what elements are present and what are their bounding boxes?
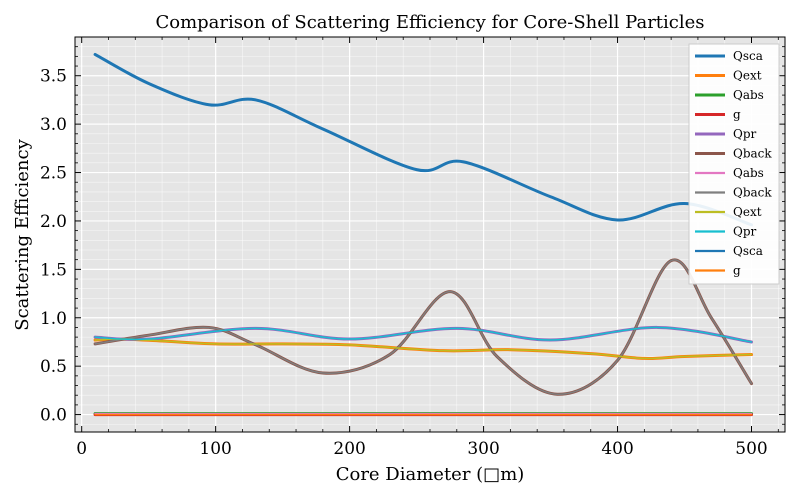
series-layer [93,52,754,417]
x-axis-label: Core Diameter (□m) [336,464,525,485]
y-tick-label: 1.0 [40,309,67,329]
series-line-qext [94,338,753,360]
x-tick-label: 200 [333,439,365,459]
legend-label: Qpr [733,127,757,141]
y-tick-label: 3.5 [40,67,67,87]
legend-label: g [733,108,741,122]
y-tick-label: 2.0 [40,212,67,232]
legend-label: Qext [733,69,762,83]
series-line-qpr [94,326,753,343]
x-tick-label: 400 [601,439,633,459]
series-line-qsca [94,53,753,226]
x-tick-label: 300 [467,439,499,459]
legend-label: Qabs [733,88,764,102]
x-tick-label: 500 [735,439,767,459]
legend-label: Qback [733,147,772,161]
legend-label: Qext [733,205,762,219]
y-tick-label: 3.0 [40,115,67,135]
legend-label: Qsca [733,49,763,63]
legend-label: Qpr [733,225,757,239]
y-tick-label: 2.5 [40,164,67,184]
y-tick-label: 0.0 [40,406,67,426]
x-tick-label: 0 [76,439,87,459]
x-tick-label: 100 [199,439,231,459]
legend-box [688,43,780,285]
legend: Qsca Qext Qabs g Qpr Qback Qabs Qback Qext Qpr Qsc… [688,43,780,285]
y-tick-label: 1.5 [40,260,67,280]
series-line-qback [94,259,753,395]
chart-title: Comparison of Scattering Efficiency for … [155,12,704,33]
legend-label: g [733,264,741,278]
legend-label: Qabs [733,166,764,180]
x-tick-labels: 0 100 200 300 400 500 [76,439,767,459]
y-tick-labels: 0.0 0.5 1.0 1.5 2.0 2.5 3.0 3.5 [40,67,67,426]
axis-ticks [75,36,785,432]
legend-label: Qback [733,186,772,200]
y-axis-label: Scattering Efficiency [12,138,33,330]
y-tick-label: 0.5 [40,357,67,377]
legend-label: Qsca [733,244,763,258]
